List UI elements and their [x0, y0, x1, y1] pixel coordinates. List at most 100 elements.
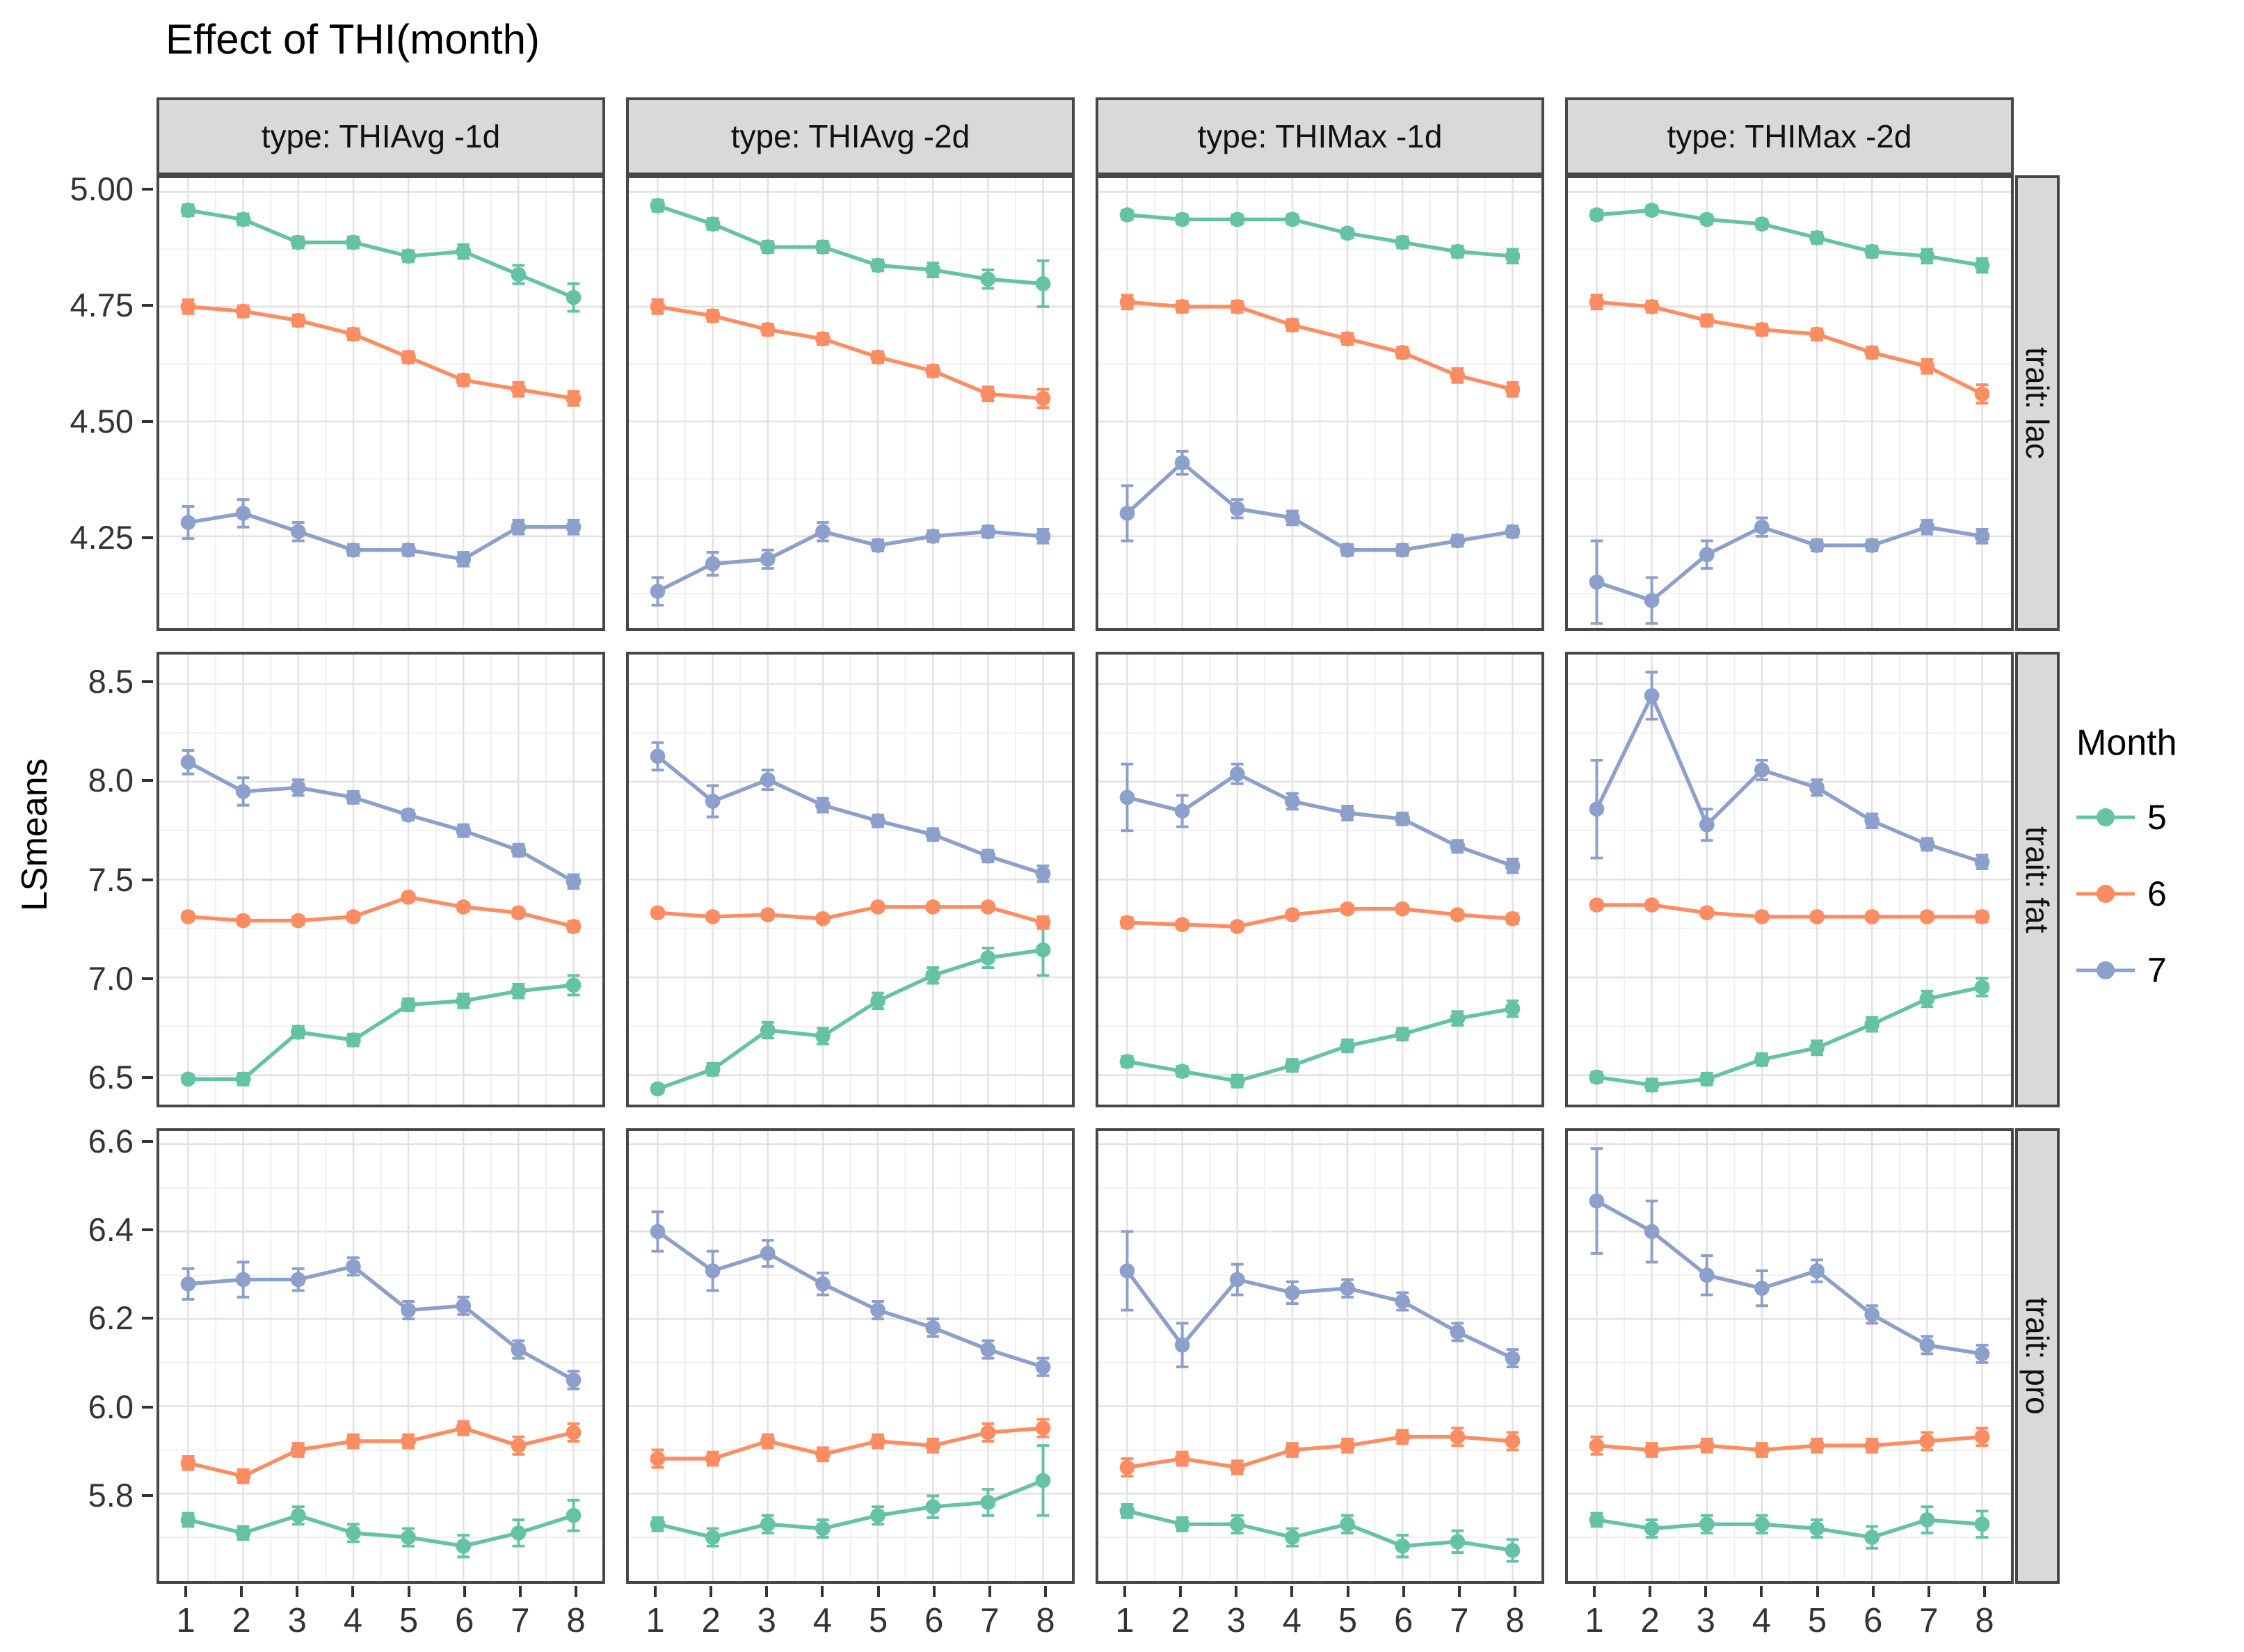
data-point — [925, 1438, 941, 1454]
data-point — [180, 1276, 196, 1292]
data-point — [760, 907, 776, 922]
data-point — [235, 784, 251, 799]
facet-panel — [626, 652, 1075, 1107]
y-axis-tick-label: 8.0 — [88, 762, 134, 799]
data-point — [925, 826, 941, 842]
data-point — [180, 754, 196, 770]
data-point — [456, 1538, 472, 1554]
data-point — [1395, 1294, 1411, 1309]
x-axis-tick — [518, 1586, 522, 1597]
data-point — [1919, 519, 1935, 535]
facet-column-strip: type: THIMax -2d — [1565, 97, 2014, 175]
data-point — [760, 1516, 776, 1532]
data-point — [511, 983, 527, 999]
data-point — [760, 772, 776, 787]
data-point — [1340, 1281, 1355, 1297]
data-point — [650, 1224, 666, 1240]
data-point — [1229, 1516, 1245, 1532]
data-point — [1505, 524, 1521, 540]
data-point — [925, 1320, 941, 1336]
data-point — [1395, 901, 1411, 917]
data-point — [1505, 911, 1521, 927]
data-point — [235, 913, 251, 929]
data-point — [1285, 1442, 1300, 1458]
y-axis-tick-label: 6.2 — [88, 1299, 134, 1337]
data-point — [1229, 211, 1245, 227]
data-point — [705, 216, 721, 232]
data-point — [1864, 1530, 1880, 1545]
data-point — [566, 1425, 582, 1441]
data-point — [705, 1451, 721, 1466]
data-point — [456, 823, 472, 839]
x-axis-tick — [184, 1586, 187, 1597]
x-axis-tick-label: 5 — [1338, 1602, 1358, 1639]
series-month-6 — [1119, 1427, 1521, 1478]
data-point — [870, 813, 885, 828]
y-axis-tick — [142, 1140, 153, 1144]
data-point — [1340, 805, 1355, 821]
series-month-7 — [1589, 516, 1990, 625]
series-month-6 — [1119, 294, 1521, 398]
series-month-5 — [650, 1444, 1051, 1548]
data-point — [1285, 907, 1300, 922]
x-axis-tick — [1235, 1586, 1238, 1597]
x-axis-tick — [1346, 1586, 1349, 1597]
y-axis-tick-label: 6.5 — [88, 1059, 134, 1096]
data-point — [235, 303, 251, 319]
x-axis-tick-label: 8 — [1036, 1602, 1055, 1639]
x-axis-tick-label: 4 — [343, 1602, 363, 1639]
data-point — [1919, 991, 1935, 1007]
data-point — [760, 1023, 776, 1038]
data-point — [980, 848, 996, 864]
data-point — [760, 322, 776, 337]
data-point — [1754, 1052, 1770, 1068]
x-axis-tick — [765, 1586, 769, 1597]
x-axis-tick — [1457, 1586, 1461, 1597]
y-axis-tick — [142, 1317, 153, 1320]
series-month-7 — [1119, 762, 1521, 874]
y-axis-tick-label: 6.6 — [88, 1123, 134, 1160]
data-point — [1809, 780, 1825, 796]
data-point — [1229, 1459, 1245, 1475]
data-point — [1340, 1038, 1355, 1054]
data-point — [1589, 1193, 1605, 1209]
gridlines — [1098, 655, 1541, 1105]
data-point — [235, 211, 251, 227]
y-axis-tick — [142, 1405, 153, 1409]
x-axis-tick — [932, 1586, 936, 1597]
data-point — [1754, 519, 1770, 535]
data-point — [1699, 547, 1715, 563]
series-month-6 — [650, 1418, 1051, 1469]
data-point — [1919, 1337, 1935, 1353]
data-point — [815, 1276, 831, 1292]
data-point — [1974, 257, 1990, 273]
data-point — [401, 997, 416, 1013]
x-axis-tick-label: 1 — [1115, 1602, 1135, 1639]
series-month-6 — [650, 298, 1051, 410]
data-point — [401, 349, 416, 365]
x-axis-tick-label: 6 — [924, 1602, 944, 1639]
data-point — [870, 1302, 885, 1318]
data-point — [760, 552, 776, 567]
legend-item-month-6: 6 — [2076, 874, 2243, 914]
data-point — [1809, 538, 1825, 553]
data-point — [1864, 1016, 1880, 1032]
data-point — [1450, 1534, 1466, 1550]
data-point — [1974, 386, 1990, 402]
data-point — [456, 372, 472, 388]
data-point — [1450, 368, 1466, 383]
data-point — [346, 909, 361, 924]
data-point — [290, 780, 306, 796]
data-point — [456, 243, 472, 259]
data-point — [1754, 322, 1770, 337]
data-point — [511, 1342, 527, 1357]
x-axis-tick-label: 3 — [1226, 1602, 1246, 1639]
x-axis-tick-label: 4 — [1752, 1602, 1772, 1639]
x-axis-tick-label: 1 — [646, 1602, 665, 1639]
gridlines — [1568, 1131, 2011, 1581]
data-point — [1589, 1438, 1605, 1454]
data-point — [815, 1028, 831, 1044]
data-point — [401, 1302, 416, 1318]
data-point — [1395, 811, 1411, 827]
data-point — [1754, 216, 1770, 232]
